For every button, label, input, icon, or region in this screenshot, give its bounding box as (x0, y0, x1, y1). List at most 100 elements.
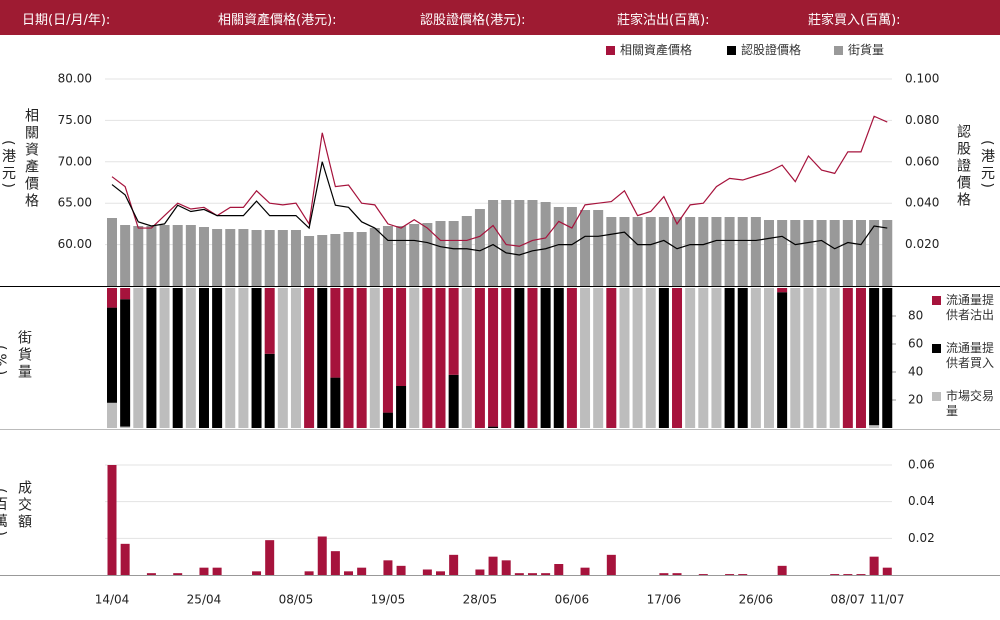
header: 日期(日/月/年): 相關資產價格(港元): 認股證價格(港元): 莊家沽出(百萬):… (0, 0, 1000, 35)
turnover-bar (449, 554, 459, 575)
tick-label: 40 (908, 365, 923, 379)
turnover-bar (357, 567, 367, 575)
share-bar (488, 426, 499, 428)
street-bar (422, 223, 433, 286)
share-bar (566, 288, 577, 428)
share-bar (685, 288, 696, 428)
header-label: 相關資產價格(港元): (218, 13, 337, 28)
legend-swatch (932, 296, 941, 305)
header-label: 莊家買入(百萬): (808, 13, 901, 28)
legend-label: 相關資產價格 (620, 43, 693, 57)
street-bar (120, 225, 131, 286)
share-bar (356, 288, 367, 428)
street-bar (855, 220, 866, 286)
turnover-bar (541, 573, 551, 575)
street-bar (488, 200, 499, 286)
tick-label: 60 (908, 337, 923, 351)
street-bar (264, 230, 275, 286)
share-bar (580, 288, 591, 428)
street-bar (698, 217, 709, 286)
share-bar (172, 288, 183, 428)
legend-item: 街貨量 (834, 43, 884, 58)
turnover-bar (777, 565, 787, 575)
tick-label: 75.00 (58, 113, 92, 127)
share-bar (264, 353, 275, 428)
turnover-bar (501, 560, 511, 575)
share-bar (409, 288, 420, 428)
street-bar (580, 210, 591, 286)
share-bar (185, 288, 196, 428)
tick-label: 0.060 (905, 154, 939, 168)
axis-label: 成交額 (16, 480, 32, 531)
tick-label: 0.100 (905, 72, 939, 86)
turnover-bar (580, 567, 590, 575)
turnover-bar (514, 573, 524, 575)
legend-item: 相關資產價格 (606, 43, 692, 58)
share-bar (855, 288, 866, 428)
tick-label: 0.020 (905, 237, 939, 251)
street-bar (448, 221, 459, 286)
share-bar (107, 288, 117, 308)
axis-label: 相關資產價格 (23, 108, 39, 210)
x-tick-label: 06/06 (555, 593, 590, 607)
street-bar (304, 236, 315, 286)
share-bar (816, 288, 827, 428)
share-bar (317, 288, 328, 428)
turnover-bar (120, 543, 130, 575)
x-tick-label: 14/04 (95, 593, 130, 607)
axis-label: (港元) (0, 140, 16, 191)
legend-label: 市場交易量 (946, 389, 995, 418)
turnover-bar (672, 573, 682, 575)
turnover-bar (527, 573, 537, 575)
turnover-bar (856, 574, 866, 575)
share-bar (711, 288, 722, 428)
share-bar (343, 288, 354, 428)
street-bar (238, 229, 249, 286)
legend-item: 流通量提供者買入 (932, 341, 996, 371)
share-bar (277, 288, 288, 428)
share-bar (698, 288, 709, 428)
share-bar (882, 288, 893, 428)
street-bar (343, 232, 354, 286)
axis-label: 街貨量 (16, 330, 32, 381)
street-bar (133, 226, 144, 286)
legend-swatch (932, 392, 941, 401)
turnover-bar (146, 573, 156, 575)
street-bar (750, 217, 761, 286)
legend-item: 市場交易量 (932, 389, 996, 419)
street-bar (159, 225, 170, 286)
street-bar (540, 202, 551, 286)
x-tick-label: 25/04 (187, 593, 222, 607)
header-label: 莊家沽出(百萬): (617, 13, 710, 28)
x-tick-label: 11/07 (870, 593, 905, 607)
street-bar (172, 225, 183, 286)
share-bar (672, 288, 683, 428)
tick-label: 0.06 (908, 458, 935, 472)
street-bar (225, 229, 236, 286)
tick-label: 60.00 (58, 237, 92, 251)
street-bar (277, 230, 288, 286)
tick-label: 20 (908, 393, 923, 407)
legend-swatch (834, 46, 843, 55)
street-bar (356, 232, 367, 286)
share-bar (593, 288, 604, 428)
x-tick-label: 17/06 (647, 593, 682, 607)
share-bar (422, 288, 433, 428)
share-bar (540, 288, 551, 428)
street-bar (290, 230, 301, 286)
share-bar (606, 288, 617, 428)
share-bar (107, 307, 117, 403)
street-bar (606, 217, 617, 286)
turnover-bar (436, 571, 445, 575)
street-bar (711, 217, 722, 286)
x-tick-label: 08/05 (279, 593, 314, 607)
street-bar (461, 216, 472, 286)
legend-label: 認股證價格 (741, 43, 802, 57)
share-bar (764, 288, 774, 428)
header-label: 認股證價格(港元): (420, 13, 526, 28)
share-bar (632, 288, 643, 428)
share-bar (803, 288, 814, 428)
x-tick-label: 26/06 (739, 593, 774, 607)
share-bar (107, 402, 117, 428)
street-bar (514, 200, 525, 286)
